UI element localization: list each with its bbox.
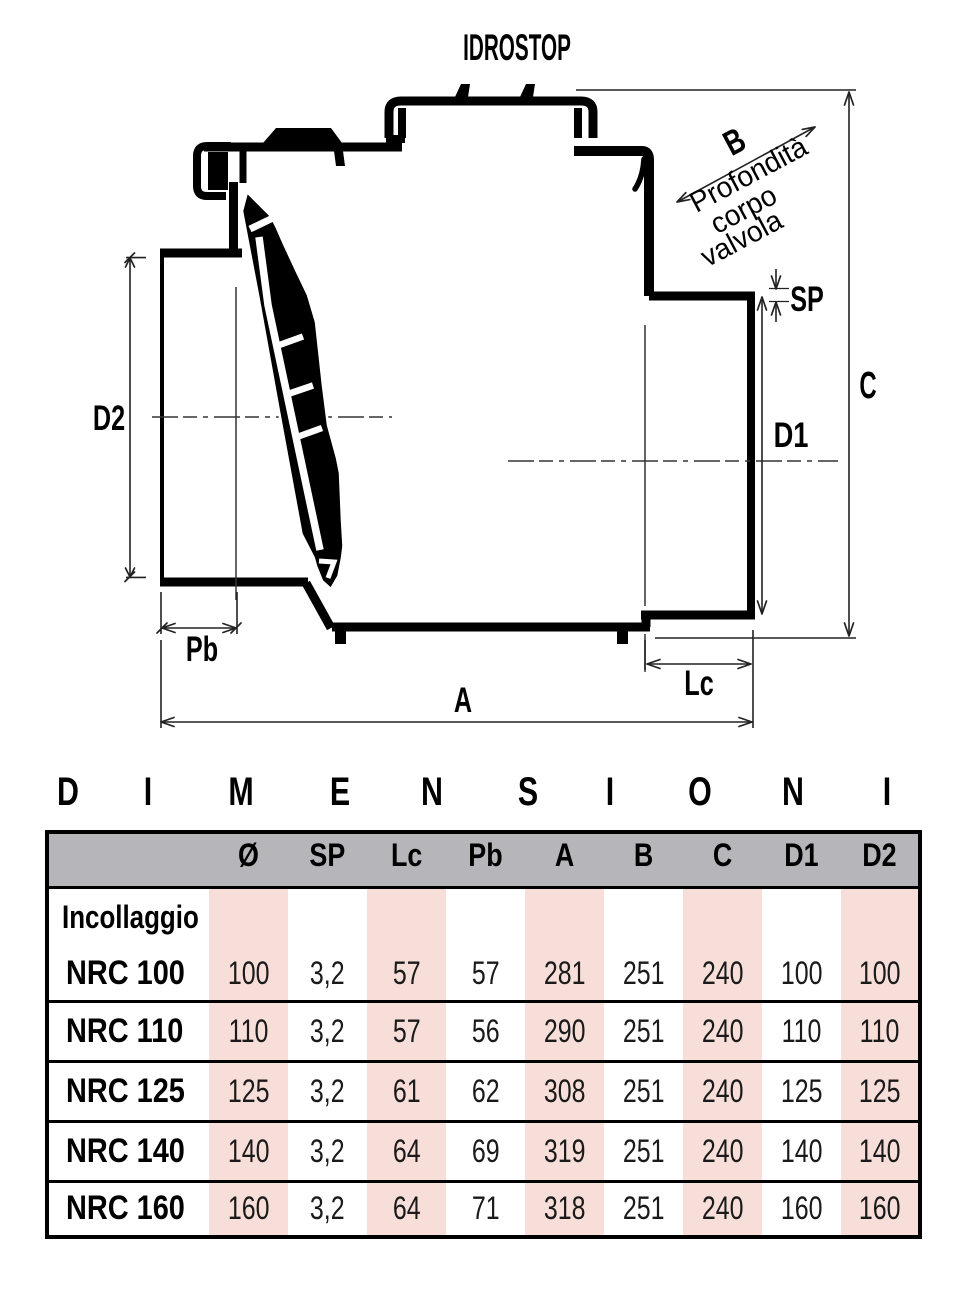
svg-text:D2: D2 [93,399,125,438]
svg-text:D1: D1 [774,416,809,455]
svg-text:A: A [454,681,472,720]
svg-text:SP: SP [790,280,824,319]
svg-text:C: C [859,363,876,406]
svg-text:Lc: Lc [684,664,713,703]
svg-text:Pb: Pb [186,630,218,669]
svg-text:IDROSTOP: IDROSTOP [463,28,571,69]
